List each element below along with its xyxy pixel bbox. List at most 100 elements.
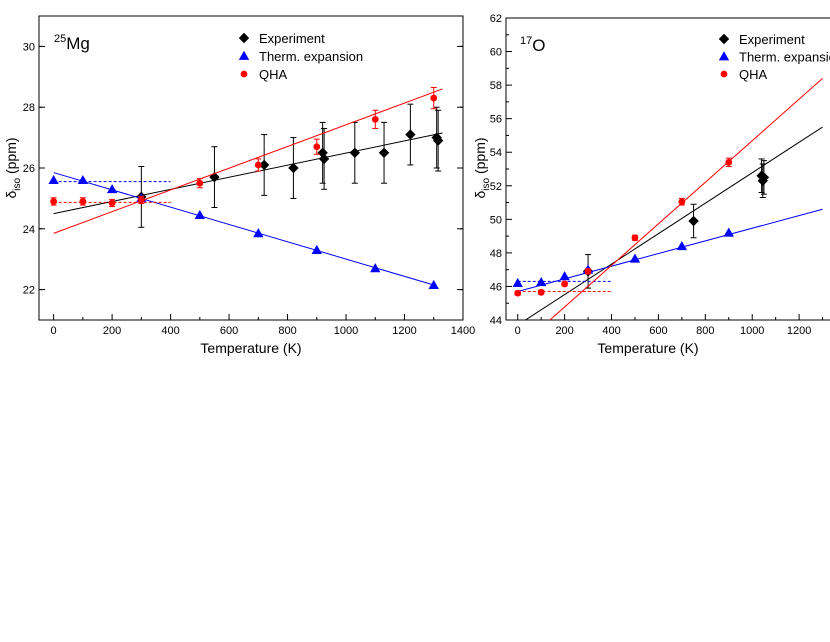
data-point	[430, 94, 438, 102]
fit-line	[53, 88, 443, 234]
data-point	[371, 115, 379, 123]
legend-label: Therm. expansion	[739, 50, 830, 65]
data-point	[561, 280, 569, 288]
data-point	[196, 179, 204, 187]
fit-line	[53, 172, 434, 286]
y-tick-label: 56	[490, 114, 502, 126]
x-tick-label: 200	[555, 325, 573, 337]
series-therm-expansion	[48, 172, 439, 289]
x-tick-label: 1200	[392, 325, 416, 337]
legend-label: Experiment	[259, 31, 325, 46]
legend-label: Therm. expansion	[259, 49, 363, 64]
data-point	[535, 277, 547, 287]
legend-label: QHA	[739, 67, 768, 82]
fit-line	[53, 132, 443, 215]
data-point	[758, 172, 770, 183]
data-point	[537, 288, 545, 296]
legend-label: QHA	[259, 67, 288, 82]
panel-isotope-label: 25Mg	[54, 33, 90, 53]
data-point	[349, 147, 361, 158]
data-point	[432, 135, 444, 146]
data-point	[428, 279, 439, 289]
data-point	[254, 161, 262, 169]
data-point	[512, 277, 523, 287]
data-point	[258, 159, 270, 171]
legend-marker	[718, 51, 730, 61]
data-point	[629, 253, 641, 263]
fit-line	[524, 126, 823, 320]
data-point	[311, 244, 322, 254]
y-tick-label: 26	[23, 163, 35, 175]
data-point	[676, 240, 688, 251]
series-experiment	[53, 103, 444, 228]
panel-1: 0 200 400 600 800 1000 1200 1400 22 24 26 28 30 Tempe…	[3, 15, 475, 356]
fit-line	[549, 78, 823, 320]
y-tick-label: 58	[490, 80, 502, 92]
x-tick-label: 0	[515, 325, 521, 337]
y-tick-label: 28	[23, 102, 35, 114]
data-point	[723, 227, 734, 237]
x-tick-label: 0	[51, 325, 57, 337]
data-point	[108, 199, 116, 207]
x-tick-label: 800	[278, 325, 296, 337]
data-point	[688, 215, 699, 227]
y-tick-label: 62	[490, 13, 502, 25]
x-tick-label: 800	[696, 325, 714, 337]
y-tick-label: 48	[490, 248, 502, 260]
data-point	[378, 147, 390, 158]
data-point	[318, 153, 330, 165]
x-axis-title: Temperature (K)	[597, 340, 698, 356]
data-point	[370, 263, 381, 273]
data-point	[137, 196, 145, 204]
x-tick-label: 400	[161, 325, 179, 337]
legend-marker	[238, 50, 250, 60]
data-point	[253, 228, 264, 238]
x-tick-label: 200	[103, 325, 121, 337]
legend-marker	[718, 33, 730, 45]
legend-marker	[240, 70, 248, 78]
y-axis-title: δiso (ppm)	[3, 137, 23, 198]
data-point	[77, 174, 89, 185]
series-qha	[514, 78, 823, 320]
data-layer	[48, 86, 444, 289]
legend: Experiment Therm. expansion QHA	[718, 32, 830, 82]
data-point	[79, 198, 87, 205]
y-tick-label: 30	[23, 41, 35, 53]
x-tick-label: 600	[649, 325, 667, 337]
x-tick-label: 1000	[740, 325, 764, 337]
data-point	[631, 234, 639, 242]
data-point	[106, 184, 118, 194]
data-layer	[512, 78, 823, 320]
data-point	[48, 174, 59, 185]
series-experiment	[524, 126, 823, 320]
y-tick-label: 46	[490, 281, 502, 293]
legend-marker	[238, 32, 250, 44]
series-qha	[50, 86, 443, 234]
fit-line	[517, 208, 823, 292]
legend-label: Experiment	[739, 32, 805, 47]
data-point	[405, 129, 416, 140]
y-tick-label: 24	[23, 224, 35, 236]
data-point	[50, 198, 58, 205]
panel-isotope-label: 17O	[520, 35, 545, 55]
y-tick-label: 44	[490, 315, 502, 327]
x-tick-label: 1000	[334, 325, 358, 337]
y-tick-label: 52	[490, 181, 502, 193]
data-point	[313, 143, 321, 151]
x-axis-title: Temperature (K)	[200, 340, 301, 356]
x-tick-label: 600	[220, 325, 238, 337]
legend: Experiment Therm. expansion QHA	[238, 31, 363, 82]
y-axis-title: δiso (ppm)	[472, 137, 492, 198]
legend-marker	[720, 70, 728, 78]
data-point	[514, 289, 522, 297]
y-tick-label: 50	[490, 214, 502, 226]
data-point	[725, 158, 733, 166]
y-tick-label: 60	[490, 47, 502, 59]
x-tick-label: 1400	[451, 325, 475, 337]
x-tick-label: 1200	[787, 325, 811, 337]
panel-2: 0200400600800100012001400444648505254565…	[472, 13, 830, 356]
y-tick-label: 22	[23, 285, 35, 297]
data-point	[288, 162, 299, 174]
x-tick-label: 400	[602, 325, 620, 337]
